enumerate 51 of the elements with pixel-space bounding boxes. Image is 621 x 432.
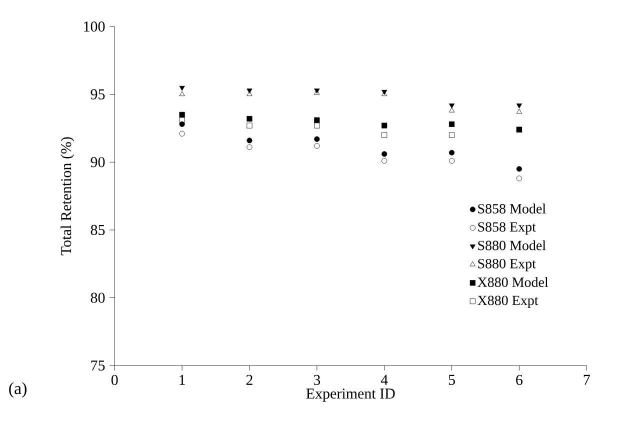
point [246, 116, 252, 122]
point [179, 86, 185, 91]
x-tick-label: 2 [246, 374, 252, 385]
x-tick-label: 7 [584, 374, 590, 385]
point [516, 108, 522, 114]
point [448, 121, 455, 127]
y-tick-label: 100 [84, 22, 105, 32]
y-axis-title: Total Retention (%) [60, 137, 74, 256]
point [516, 166, 522, 172]
x-tick-label: 3 [314, 374, 320, 385]
point [382, 151, 388, 157]
point [382, 132, 388, 138]
y-tick-label: 75 [91, 360, 105, 371]
legend-label: S858 Model [478, 204, 546, 214]
point [382, 158, 388, 164]
x-tick-label: 0 [111, 374, 118, 386]
point [314, 122, 320, 128]
point [179, 121, 185, 127]
point [448, 150, 455, 156]
text: (a) [9, 382, 26, 398]
point [448, 107, 455, 112]
x-axis-title: Experiment ID [306, 388, 395, 402]
legend-label: S858 Expt [478, 222, 536, 234]
y-tick-label: 85 [90, 224, 105, 236]
point [179, 112, 185, 118]
point [314, 136, 320, 142]
x-tick-label: 5 [448, 374, 455, 385]
point [246, 144, 252, 150]
point [179, 130, 185, 136]
x-tick-label: 4 [380, 374, 388, 385]
point [516, 104, 522, 108]
legend-label: X880 Model [478, 277, 548, 287]
point [179, 117, 185, 123]
point [516, 176, 522, 182]
point [314, 143, 320, 149]
x-tick-label: 1 [180, 374, 185, 385]
point [246, 138, 252, 144]
y-tick-label: 90 [90, 157, 105, 168]
point [448, 104, 455, 108]
point [179, 91, 185, 96]
x-tick-label: 6 [516, 374, 522, 385]
y-tick-label: 95 [90, 89, 105, 100]
point [314, 117, 320, 123]
legend-label: S880 Expt [478, 258, 536, 272]
point [246, 122, 252, 128]
point [382, 122, 388, 128]
point [448, 132, 455, 138]
legend-label: X880 Expt [478, 296, 538, 308]
point [448, 158, 455, 164]
y-tick-label: 80 [90, 292, 105, 303]
legend-label: S880 Model [478, 240, 546, 250]
